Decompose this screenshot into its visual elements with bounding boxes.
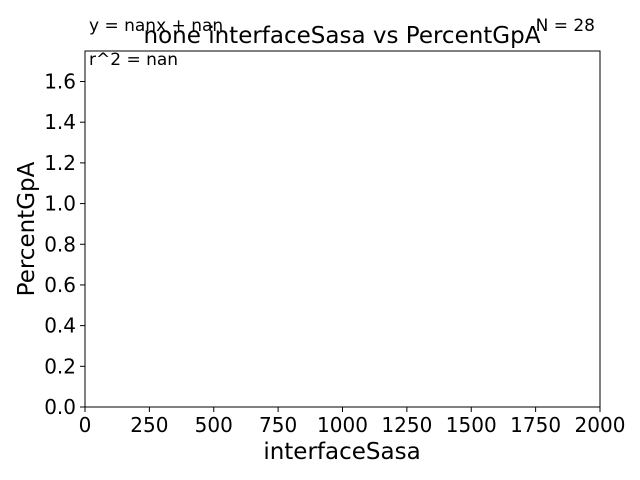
x-tick-label: 250 [130,413,168,437]
y-tick-label: 1.4 [44,110,76,134]
x-tick-label: 2000 [575,413,626,437]
r-squared-annotation: r^2 = nan [89,50,178,70]
x-axis-ticks: 0 250 500 750 1000 1250 1500 1750 2000 [79,407,626,437]
x-tick-label: 1500 [446,413,497,437]
x-tick-label: 1750 [510,413,561,437]
y-tick-label: 0.2 [44,354,76,378]
y-axis-ticks: 0.0 0.2 0.4 0.6 0.8 1.0 1.2 1.4 1.6 [44,70,85,419]
n-count-annotation: N = 28 [536,16,595,36]
x-axis-label: interfaceSasa [263,439,420,465]
x-tick-label: 1000 [317,413,368,437]
equation-annotation: y = nanx + nan [89,16,223,36]
x-tick-label: 1250 [381,413,432,437]
y-tick-label: 0.4 [44,314,76,338]
y-tick-label: 0.0 [44,395,76,419]
x-tick-label: 750 [259,413,297,437]
y-tick-label: 1.6 [44,70,76,94]
x-tick-label: 500 [195,413,233,437]
x-tick-label: 0 [79,413,92,437]
chart-title: none interfaceSasa vs PercentGpA [144,23,541,49]
y-tick-label: 1.0 [44,192,76,216]
y-tick-label: 0.8 [44,232,76,256]
y-axis-label: PercentGpA [14,161,40,296]
y-tick-label: 1.2 [44,151,76,175]
y-tick-label: 0.6 [44,273,76,297]
